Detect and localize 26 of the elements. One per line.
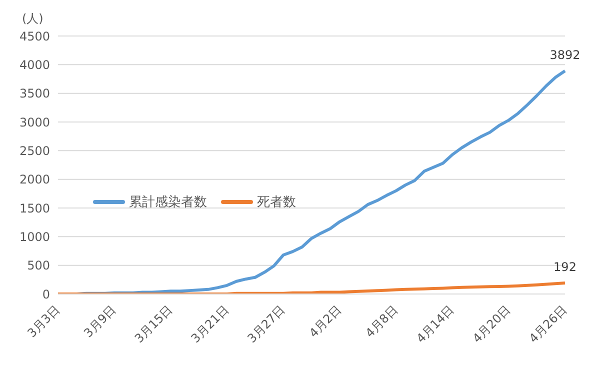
x-tick-label: 4月14日 [414, 302, 457, 346]
data-label: 3892 [550, 48, 580, 62]
x-tick-label: 4月2日 [306, 302, 344, 340]
x-tick-label: 4月8日 [362, 302, 400, 340]
x-tick-label: 3月21日 [188, 302, 232, 346]
x-tick-label: 4月20日 [470, 302, 514, 346]
x-tick-label: 3月15日 [132, 302, 176, 346]
y-tick-label: 3500 [19, 86, 50, 101]
y-tick-label: 2500 [19, 144, 50, 158]
y-tick-label: 1500 [19, 201, 50, 216]
y-tick-label: 4000 [19, 58, 50, 72]
y-tick-label: 4500 [19, 29, 50, 44]
y-tick-label: 3000 [19, 115, 50, 130]
legend-label: 死者数 [257, 194, 296, 211]
x-tick-label: 3月27日 [244, 302, 288, 346]
y-tick-label: 1000 [19, 230, 50, 244]
y-axis-title: (人) [22, 12, 44, 26]
x-tick-label: 3月9日 [81, 302, 119, 340]
y-tick-label: 2000 [19, 172, 50, 187]
x-tick-label: 4月26日 [526, 302, 570, 346]
x-tick-label: 3月3日 [24, 302, 62, 340]
y-tick-label: 500 [27, 258, 50, 273]
legend-label: 累計感染者数 [129, 194, 207, 211]
data-label: 192 [554, 260, 576, 274]
line-series [56, 281, 566, 294]
y-tick-label: 0 [42, 287, 50, 302]
